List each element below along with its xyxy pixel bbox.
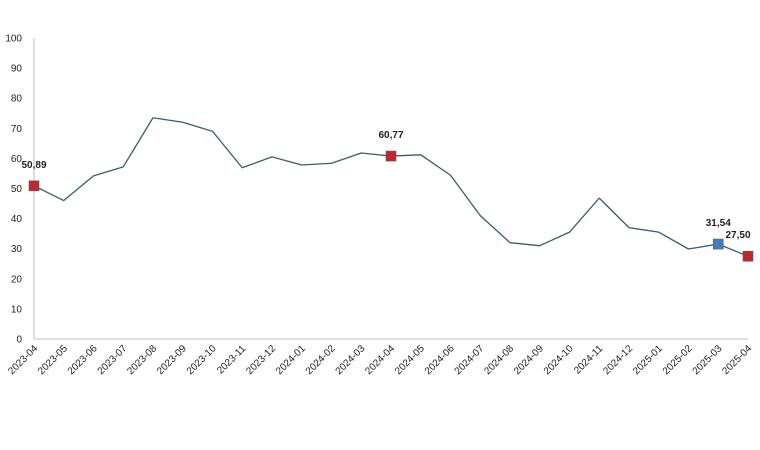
y-tick-label: 90 [11,64,23,75]
data-label: 27,50 [725,230,750,241]
x-tick-label: 2024-11 [572,343,606,377]
x-axis: 2023-042023-052023-062023-072023-082023-… [6,338,754,377]
highlight-marker [712,238,724,250]
x-tick-label: 2024-08 [482,343,516,377]
y-tick-label: 50 [11,184,23,195]
x-tick-label: 2023-06 [66,343,100,377]
x-tick-label: 2025-03 [691,343,725,377]
x-tick-label: 2023-07 [96,343,130,377]
y-tick-label: 0 [16,335,22,346]
y-tick-label: 60 [11,154,23,165]
x-tick-label: 2023-09 [155,343,189,377]
x-tick-label: 2025-04 [720,343,754,377]
x-tick-label: 2024-03 [334,343,368,377]
x-tick-label: 2024-07 [453,343,487,377]
x-tick-label: 2024-06 [423,343,457,377]
highlight-marker [28,180,40,192]
x-tick-label: 2024-02 [304,343,338,377]
data-label: 31,54 [706,218,731,229]
y-axis: 0 10 20 30 40 50 60 70 80 90 100 [5,34,35,346]
x-tick-label: 2023-08 [125,343,159,377]
x-tick-label: 2023-05 [36,343,70,377]
x-tick-label: 2025-01 [631,343,665,377]
y-tick-label: 30 [11,244,23,255]
x-tick-label: 2024-09 [512,343,546,377]
y-tick-label: 10 [11,304,23,315]
x-tick-label: 2025-02 [661,343,695,377]
x-tick-label: 2024-04 [363,343,397,377]
x-tick-label: 2023-11 [215,343,249,377]
data-label: 50,89 [21,160,46,171]
x-tick-label: 2024-12 [601,343,635,377]
y-tick-label: 40 [11,214,23,225]
y-tick-label: 20 [11,274,23,285]
y-tick-label: 100 [5,34,22,45]
x-tick-label: 2024-05 [393,343,427,377]
x-tick-label: 2023-10 [185,343,219,377]
highlight-marker [742,250,754,262]
x-tick-label: 2024-10 [542,343,576,377]
x-tick-label: 2024-01 [274,343,308,377]
data-label: 60,77 [378,130,403,141]
y-tick-label: 80 [11,94,23,105]
highlight-marker [385,150,397,162]
x-tick-label: 2023-12 [244,343,278,377]
x-tick-label: 2023-04 [6,343,40,377]
y-tick-label: 70 [11,124,23,135]
